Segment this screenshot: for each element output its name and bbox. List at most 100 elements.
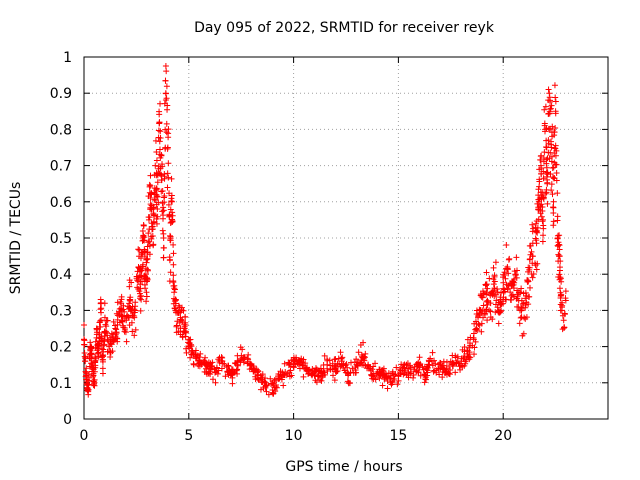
- data-point: [229, 374, 236, 381]
- data-point: [551, 129, 558, 136]
- data-point: [261, 378, 268, 385]
- data-point: [487, 308, 494, 315]
- data-point: [159, 227, 166, 234]
- data-point: [404, 360, 411, 367]
- data-point: [163, 120, 170, 127]
- data-point: [518, 305, 525, 312]
- data-point: [324, 368, 331, 375]
- data-point: [153, 149, 160, 156]
- data-point: [98, 317, 105, 324]
- data-point: [562, 297, 569, 304]
- data-point: [154, 193, 161, 200]
- y-axis-label: SRMTID / TECUs: [8, 182, 24, 295]
- data-point: [510, 278, 517, 285]
- data-point: [549, 174, 556, 181]
- data-point: [534, 260, 541, 267]
- data-point: [165, 174, 172, 181]
- data-point: [424, 372, 431, 379]
- data-point: [503, 241, 510, 248]
- data-point: [522, 295, 529, 302]
- data-point: [486, 275, 493, 282]
- data-point: [209, 376, 216, 383]
- data-point: [170, 272, 177, 279]
- data-point: [534, 229, 541, 236]
- data-point: [157, 135, 164, 142]
- data-point: [107, 349, 114, 356]
- data-point: [102, 321, 109, 328]
- data-point: [128, 319, 135, 326]
- data-point: [156, 119, 163, 126]
- data-point: [500, 289, 507, 296]
- data-point: [81, 336, 88, 343]
- data-point: [285, 359, 292, 366]
- data-point: [558, 304, 565, 311]
- data-point: [551, 82, 558, 89]
- data-point: [128, 279, 135, 286]
- data-point: [250, 363, 257, 370]
- data-point: [101, 300, 108, 307]
- data-point: [530, 270, 537, 277]
- data-point: [148, 235, 155, 242]
- data-point: [140, 222, 147, 229]
- data-point: [388, 381, 395, 388]
- data-point: [483, 269, 490, 276]
- y-tick-label: 1: [63, 50, 72, 66]
- data-point: [298, 359, 305, 366]
- data-point: [471, 351, 478, 358]
- data-point: [331, 356, 338, 363]
- data-point: [538, 213, 545, 220]
- data-point: [549, 123, 556, 130]
- data-point: [81, 350, 88, 357]
- data-point: [372, 360, 379, 367]
- data-point: [145, 239, 152, 246]
- data-point: [224, 369, 231, 376]
- data-point: [167, 269, 174, 276]
- data-point: [443, 359, 450, 366]
- y-tick-label: 0.6: [50, 195, 72, 211]
- data-point: [353, 369, 360, 376]
- data-point: [504, 265, 511, 272]
- data-point: [543, 169, 550, 176]
- data-point: [440, 362, 447, 369]
- data-point: [305, 371, 312, 378]
- data-point: [147, 201, 154, 208]
- data-point: [424, 367, 431, 374]
- data-point: [447, 358, 454, 365]
- data-point: [523, 314, 530, 321]
- data-point: [112, 322, 119, 329]
- data-point: [400, 362, 407, 369]
- data-point: [483, 306, 490, 313]
- data-point: [479, 294, 486, 301]
- data-point: [159, 163, 166, 170]
- data-point: [164, 102, 171, 109]
- data-point: [548, 187, 555, 194]
- data-point: [92, 357, 99, 364]
- data-point: [208, 362, 215, 369]
- data-point: [135, 246, 142, 253]
- data-point: [164, 144, 171, 151]
- data-point: [483, 281, 490, 288]
- data-point: [297, 357, 304, 364]
- data-point: [421, 371, 428, 378]
- data-point: [100, 341, 107, 348]
- data-point: [154, 206, 161, 213]
- data-point: [262, 379, 269, 386]
- data-point: [87, 354, 94, 361]
- data-point: [160, 244, 167, 251]
- data-point: [549, 191, 556, 198]
- data-point: [535, 186, 542, 193]
- data-point: [113, 330, 120, 337]
- data-point: [187, 343, 194, 350]
- data-point: [478, 320, 485, 327]
- x-axis-label: GPS time / hours: [285, 459, 402, 475]
- data-point: [475, 313, 482, 320]
- data-point: [161, 194, 168, 201]
- data-point: [548, 181, 555, 188]
- data-point: [339, 354, 346, 361]
- data-point: [491, 285, 498, 292]
- data-point: [244, 358, 251, 365]
- data-point: [87, 350, 94, 357]
- data-point: [83, 370, 90, 377]
